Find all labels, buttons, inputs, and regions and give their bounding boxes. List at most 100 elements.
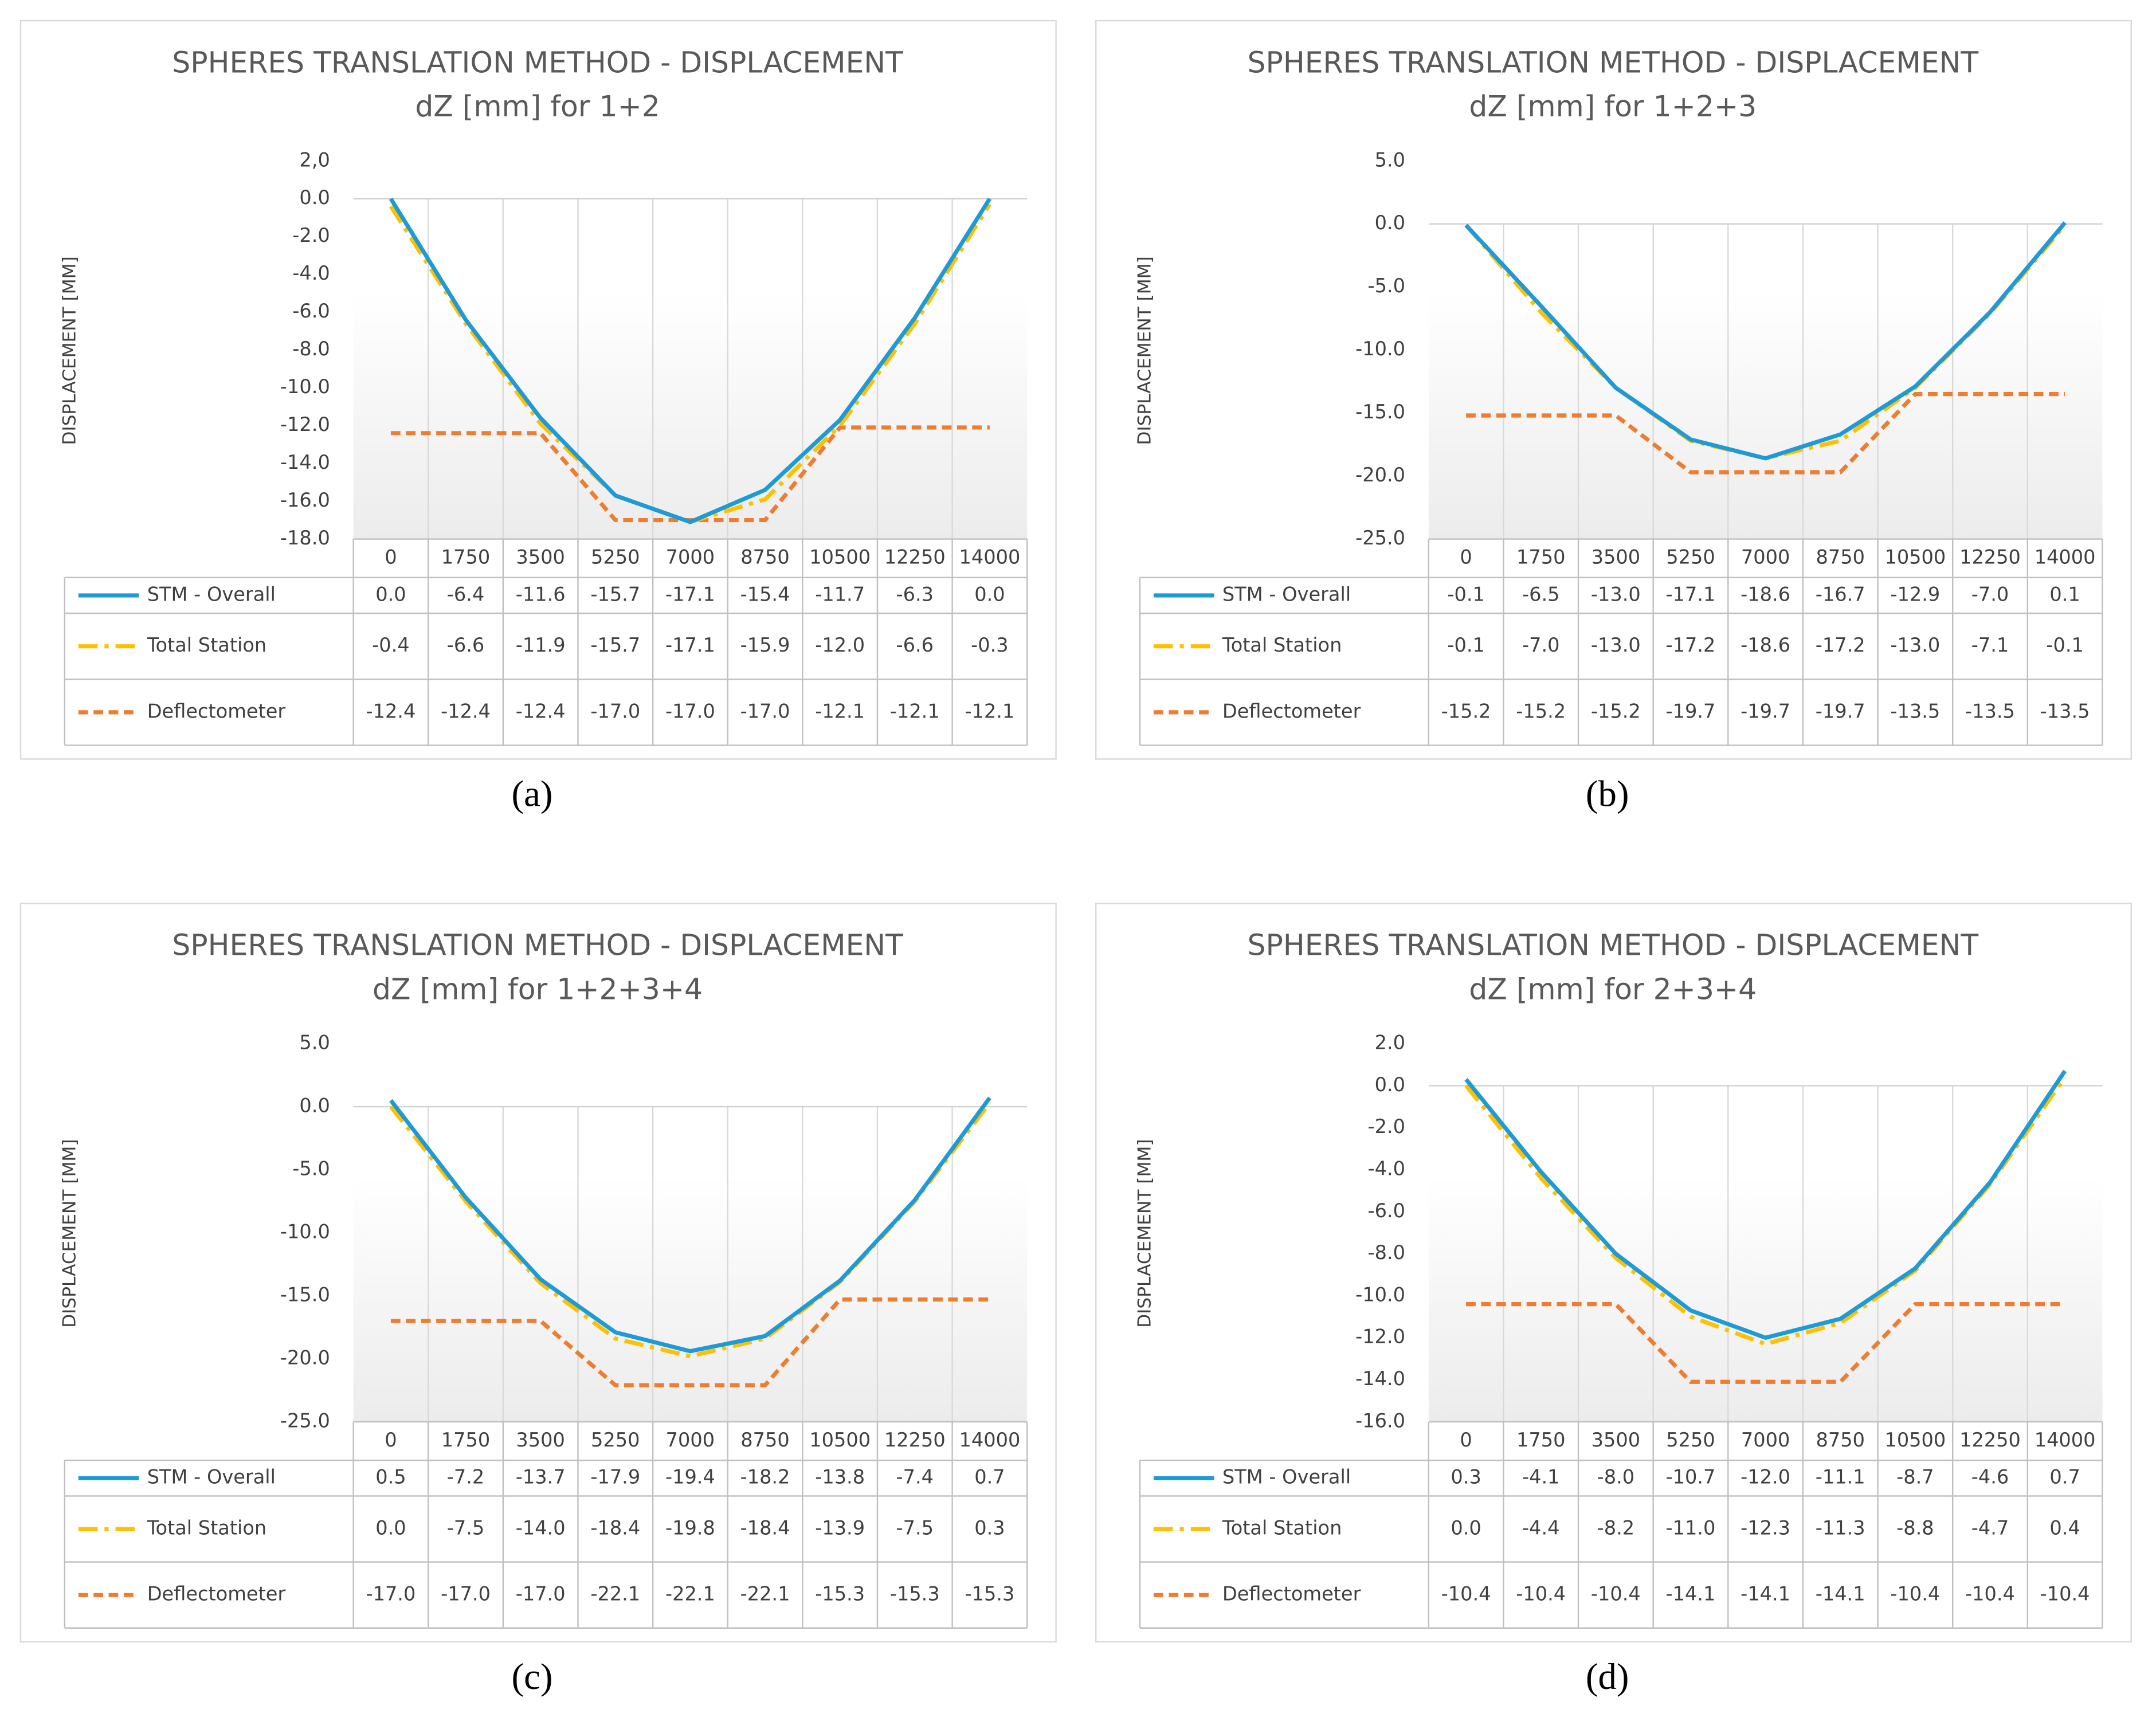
table-value: -10.4 bbox=[1591, 1583, 1641, 1605]
table-value: -14.1 bbox=[1741, 1583, 1790, 1605]
table-value: -8.8 bbox=[1896, 1517, 1934, 1539]
x-tick-label: 10500 bbox=[809, 1429, 871, 1451]
legend-label: Deflectometer bbox=[147, 700, 286, 722]
x-tick-label: 3500 bbox=[516, 546, 565, 569]
x-tick-label: 5250 bbox=[1666, 546, 1715, 569]
table-value: 0.1 bbox=[2049, 583, 2080, 605]
y-tick-label: -5.0 bbox=[292, 1158, 330, 1180]
y-tick-label: 0.0 bbox=[1375, 1073, 1405, 1096]
table-value: -13.0 bbox=[1591, 634, 1641, 656]
y-tick-label: -20.0 bbox=[280, 1346, 330, 1369]
table-value: -0.1 bbox=[2046, 634, 2084, 656]
table-value: -17.0 bbox=[516, 1583, 566, 1605]
table-value: -17.1 bbox=[665, 634, 715, 656]
table-value: -18.4 bbox=[590, 1517, 640, 1539]
table-value: -17.2 bbox=[1666, 634, 1716, 656]
series-line bbox=[1464, 1069, 2067, 1340]
table-value: -0.4 bbox=[372, 634, 410, 656]
table-value: -12.1 bbox=[965, 700, 1014, 722]
table-value: -6.6 bbox=[447, 634, 485, 656]
y-tick-label: 0.0 bbox=[299, 186, 330, 209]
y-tick-label: -10.0 bbox=[1355, 338, 1405, 360]
y-tick-label: -20.0 bbox=[1355, 464, 1405, 486]
chart-subtitle: dZ [mm] for 1+2+3 bbox=[1469, 89, 1757, 123]
table-value: -8.0 bbox=[1597, 1466, 1635, 1488]
table-value: 0.3 bbox=[1451, 1466, 1481, 1488]
y-tick-label: 2,0 bbox=[299, 148, 330, 171]
table-value: -15.2 bbox=[1591, 700, 1641, 722]
x-tick-label: 8750 bbox=[740, 1429, 789, 1451]
y-tick-label: -18.0 bbox=[280, 527, 330, 549]
table-value: -15.9 bbox=[740, 634, 790, 656]
y-tick-label: -10.0 bbox=[280, 375, 330, 398]
table-value: -4.7 bbox=[1971, 1517, 2009, 1539]
table-value: -18.2 bbox=[740, 1466, 790, 1488]
x-tick-label: 3500 bbox=[516, 1429, 565, 1451]
x-tick-label: 14000 bbox=[959, 546, 1021, 569]
y-tick-label: 0.0 bbox=[299, 1095, 330, 1117]
x-tick-label: 7000 bbox=[666, 1429, 715, 1451]
table-value: -17.0 bbox=[590, 700, 640, 722]
chart-title: SPHERES TRANSLATION METHOD - DISPLACEMEN… bbox=[172, 928, 903, 962]
x-tick-label: 12250 bbox=[1959, 546, 2021, 569]
legend-label: STM - Overall bbox=[1222, 583, 1351, 605]
table-value: -12.0 bbox=[1741, 1466, 1790, 1488]
table-value: -10.7 bbox=[1666, 1466, 1716, 1488]
x-tick-label: 0 bbox=[1460, 1429, 1472, 1451]
table-value: -14.1 bbox=[1666, 1583, 1716, 1605]
y-tick-label: -12.0 bbox=[1355, 1326, 1405, 1348]
table-value: 0.0 bbox=[974, 583, 1005, 605]
table-value: -15.2 bbox=[1441, 700, 1491, 722]
x-tick-label: 3500 bbox=[1591, 546, 1640, 569]
x-tick-label: 14000 bbox=[2035, 1429, 2096, 1451]
x-tick-label: 8750 bbox=[740, 546, 789, 569]
legend-label: STM - Overall bbox=[147, 583, 276, 605]
chart-title: SPHERES TRANSLATION METHOD - DISPLACEMEN… bbox=[1247, 45, 1978, 79]
table-value: -17.0 bbox=[441, 1583, 491, 1605]
legend-label: STM - Overall bbox=[147, 1466, 276, 1488]
y-tick-label: -10.0 bbox=[280, 1220, 330, 1242]
series-line bbox=[389, 197, 991, 524]
y-tick-label: -15.0 bbox=[280, 1283, 330, 1306]
table-value: -6.6 bbox=[896, 634, 934, 656]
table-value: -6.5 bbox=[1522, 583, 1560, 605]
table-value: -17.1 bbox=[1666, 583, 1716, 605]
x-tick-label: 10500 bbox=[1884, 546, 1946, 569]
chart-title: SPHERES TRANSLATION METHOD - DISPLACEMEN… bbox=[1247, 928, 1978, 962]
y-axis-label: DISPLACEMENT [MM] bbox=[1135, 1139, 1155, 1328]
chart-panel: SPHERES TRANSLATION METHOD - DISPLACEMEN… bbox=[19, 19, 1057, 814]
table-value: -18.6 bbox=[1741, 634, 1790, 656]
x-tick-label: 10500 bbox=[809, 546, 871, 569]
table-value: -15.7 bbox=[590, 583, 640, 605]
table-value: -7.2 bbox=[447, 1466, 485, 1488]
table-value: -4.4 bbox=[1522, 1517, 1560, 1539]
x-tick-label: 12250 bbox=[884, 1429, 946, 1451]
table-value: -18.4 bbox=[740, 1517, 790, 1539]
table-value: 0.0 bbox=[375, 1517, 406, 1539]
table-value: 0.0 bbox=[375, 583, 406, 605]
table-value: -17.0 bbox=[665, 700, 715, 722]
table-value: -12.4 bbox=[441, 700, 491, 722]
chart-subtitle: dZ [mm] for 1+2+3+4 bbox=[373, 972, 703, 1006]
y-tick-label: -12.0 bbox=[280, 413, 330, 436]
x-tick-label: 1750 bbox=[441, 546, 490, 569]
table-value: -14.1 bbox=[1816, 1583, 1865, 1605]
table-value: -7.0 bbox=[1522, 634, 1560, 656]
table-value: -13.8 bbox=[815, 1466, 865, 1488]
table-value: -19.7 bbox=[1666, 700, 1716, 722]
table-value: -22.1 bbox=[590, 1583, 640, 1605]
table-value: -12.4 bbox=[366, 700, 415, 722]
table-value: -11.6 bbox=[516, 583, 566, 605]
panel-label: (b) bbox=[1586, 773, 1629, 814]
legend-label: Total Station bbox=[1222, 1517, 1342, 1539]
table-value: -12.3 bbox=[1741, 1517, 1790, 1539]
plot-area bbox=[353, 160, 1028, 539]
table-value: -7.0 bbox=[1971, 583, 2009, 605]
y-tick-label: 5.0 bbox=[299, 1032, 330, 1054]
table-value: -11.1 bbox=[1816, 1466, 1865, 1488]
chart-panel: SPHERES TRANSLATION METHOD - DISPLACEMEN… bbox=[19, 903, 1057, 1698]
table-value: -10.4 bbox=[1890, 1583, 1940, 1605]
table-value: -4.1 bbox=[1522, 1466, 1560, 1488]
x-tick-label: 5250 bbox=[591, 546, 640, 569]
